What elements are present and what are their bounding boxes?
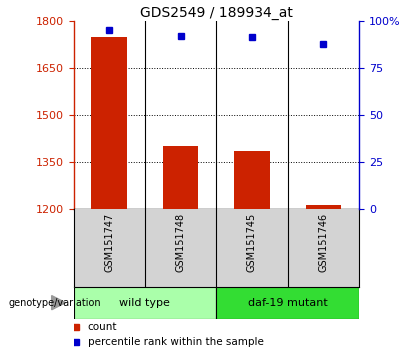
Text: GSM151746: GSM151746 (318, 213, 328, 272)
Text: genotype/variation: genotype/variation (8, 298, 101, 308)
Bar (234, 151, 270, 209)
Polygon shape (52, 296, 66, 310)
Text: count: count (88, 321, 117, 332)
Bar (163, 146, 199, 209)
Text: daf-19 mutant: daf-19 mutant (248, 298, 328, 308)
Bar (74, 287, 216, 319)
Bar (305, 205, 341, 209)
Text: GSM151747: GSM151747 (104, 213, 114, 272)
Text: wild type: wild type (119, 298, 171, 308)
Text: GSM151748: GSM151748 (176, 213, 186, 272)
Title: GDS2549 / 189934_at: GDS2549 / 189934_at (140, 6, 293, 20)
Text: GSM151745: GSM151745 (247, 213, 257, 272)
Text: percentile rank within the sample: percentile rank within the sample (88, 337, 264, 348)
Bar (216, 287, 359, 319)
Bar (92, 37, 127, 209)
